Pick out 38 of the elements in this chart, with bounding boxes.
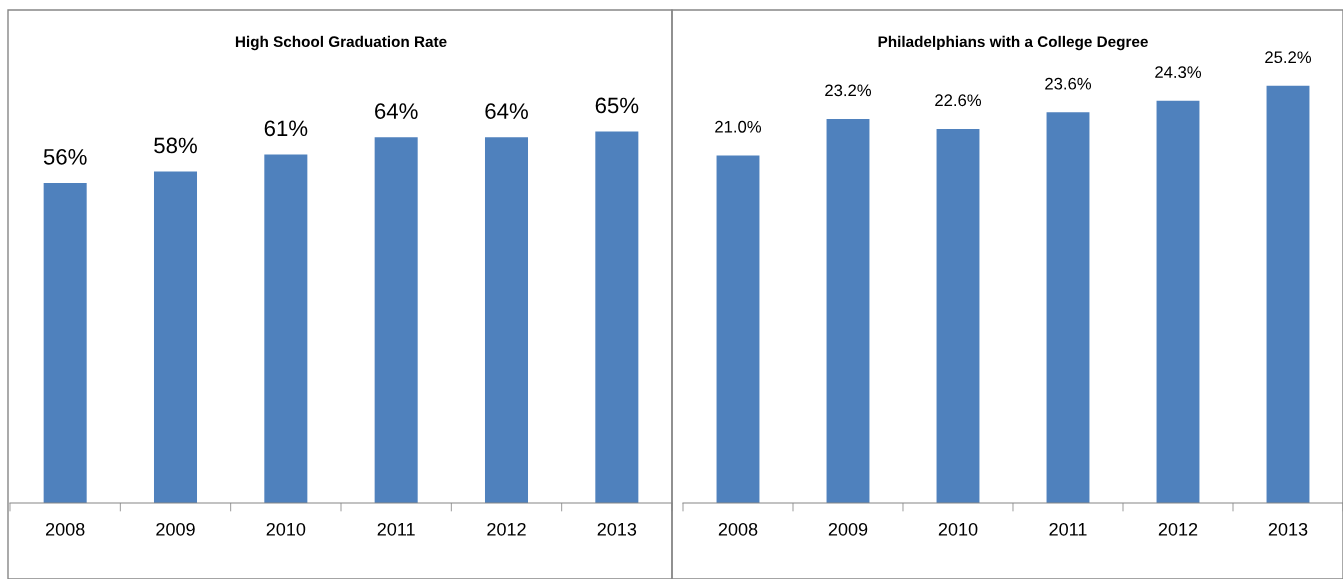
- x-tick-label: 2011: [377, 522, 415, 536]
- data-label: 56%: [43, 148, 87, 165]
- data-label: 23.2%: [825, 84, 872, 97]
- bar: [43, 183, 87, 503]
- x-tick-label: 2010: [266, 522, 306, 536]
- chart-title: High School Graduation Rate: [235, 35, 447, 51]
- bar: [1156, 100, 1200, 503]
- bar: [826, 118, 870, 503]
- x-tick-label: 2012: [1158, 522, 1198, 536]
- x-tick-label: 2013: [597, 522, 637, 536]
- chart-title: Philadelphians with a College Degree: [878, 35, 1148, 51]
- bar: [484, 137, 529, 503]
- data-label: 61%: [264, 120, 308, 137]
- bar: [595, 131, 639, 503]
- x-tick-label: 2009: [156, 522, 195, 536]
- bar: [264, 154, 308, 503]
- bar: [153, 171, 198, 503]
- x-tick-label: 2008: [718, 522, 758, 536]
- data-label: 58%: [154, 137, 197, 154]
- x-tick-label: 2008: [45, 522, 85, 536]
- x-tick-label: 2013: [1268, 522, 1308, 536]
- bar: [1266, 85, 1310, 503]
- x-tick-label: 2011: [1049, 522, 1087, 536]
- x-tick-label: 2012: [487, 522, 526, 536]
- data-label: 24.3%: [1155, 66, 1202, 79]
- data-label: 65%: [595, 97, 639, 114]
- data-label: 23.6%: [1045, 77, 1092, 90]
- bar: [716, 155, 760, 503]
- data-label: 21.0%: [715, 120, 762, 133]
- bar: [936, 128, 980, 503]
- data-label: 22.6%: [935, 94, 982, 107]
- data-label: 64%: [485, 103, 528, 119]
- data-label: 25.2%: [1265, 51, 1312, 64]
- data-label: 64%: [375, 103, 418, 119]
- x-tick-label: 2009: [828, 522, 868, 536]
- x-tick-label: 2010: [938, 522, 978, 536]
- bar: [374, 137, 418, 503]
- bar: [1046, 112, 1090, 503]
